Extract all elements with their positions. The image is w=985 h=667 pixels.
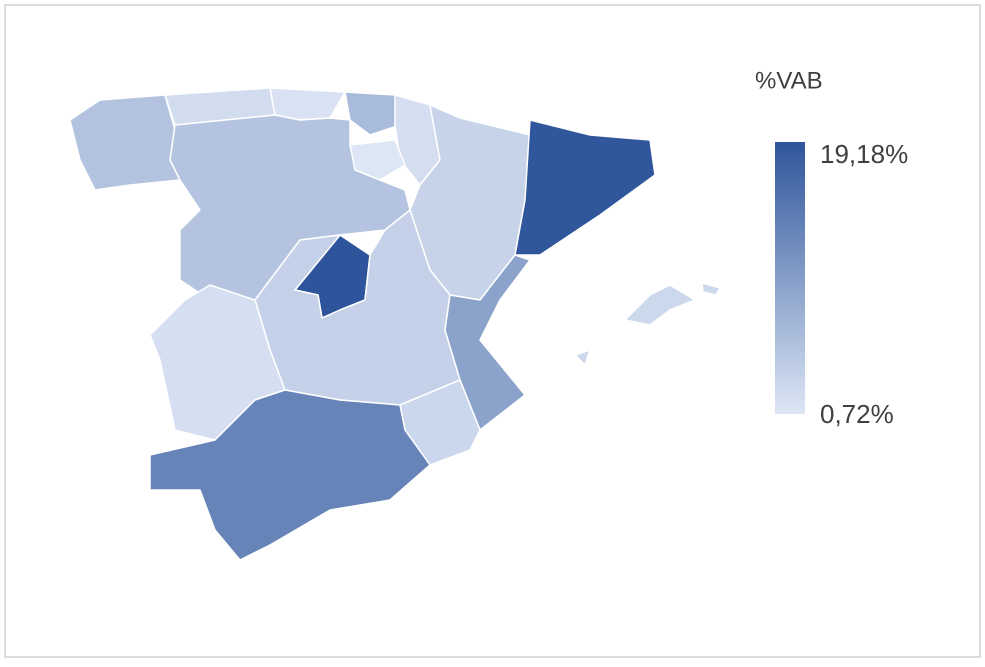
legend-min-label: 0,72%: [820, 399, 894, 429]
legend-bar: [775, 142, 805, 414]
region: [444, 254, 531, 431]
legend-max-label: 19,18%: [820, 139, 908, 169]
region: [514, 119, 656, 256]
regions: [69, 87, 721, 561]
region: [574, 282, 721, 366]
region: [344, 91, 401, 136]
legend-title: %VAB: [755, 67, 823, 94]
region: [149, 389, 431, 561]
